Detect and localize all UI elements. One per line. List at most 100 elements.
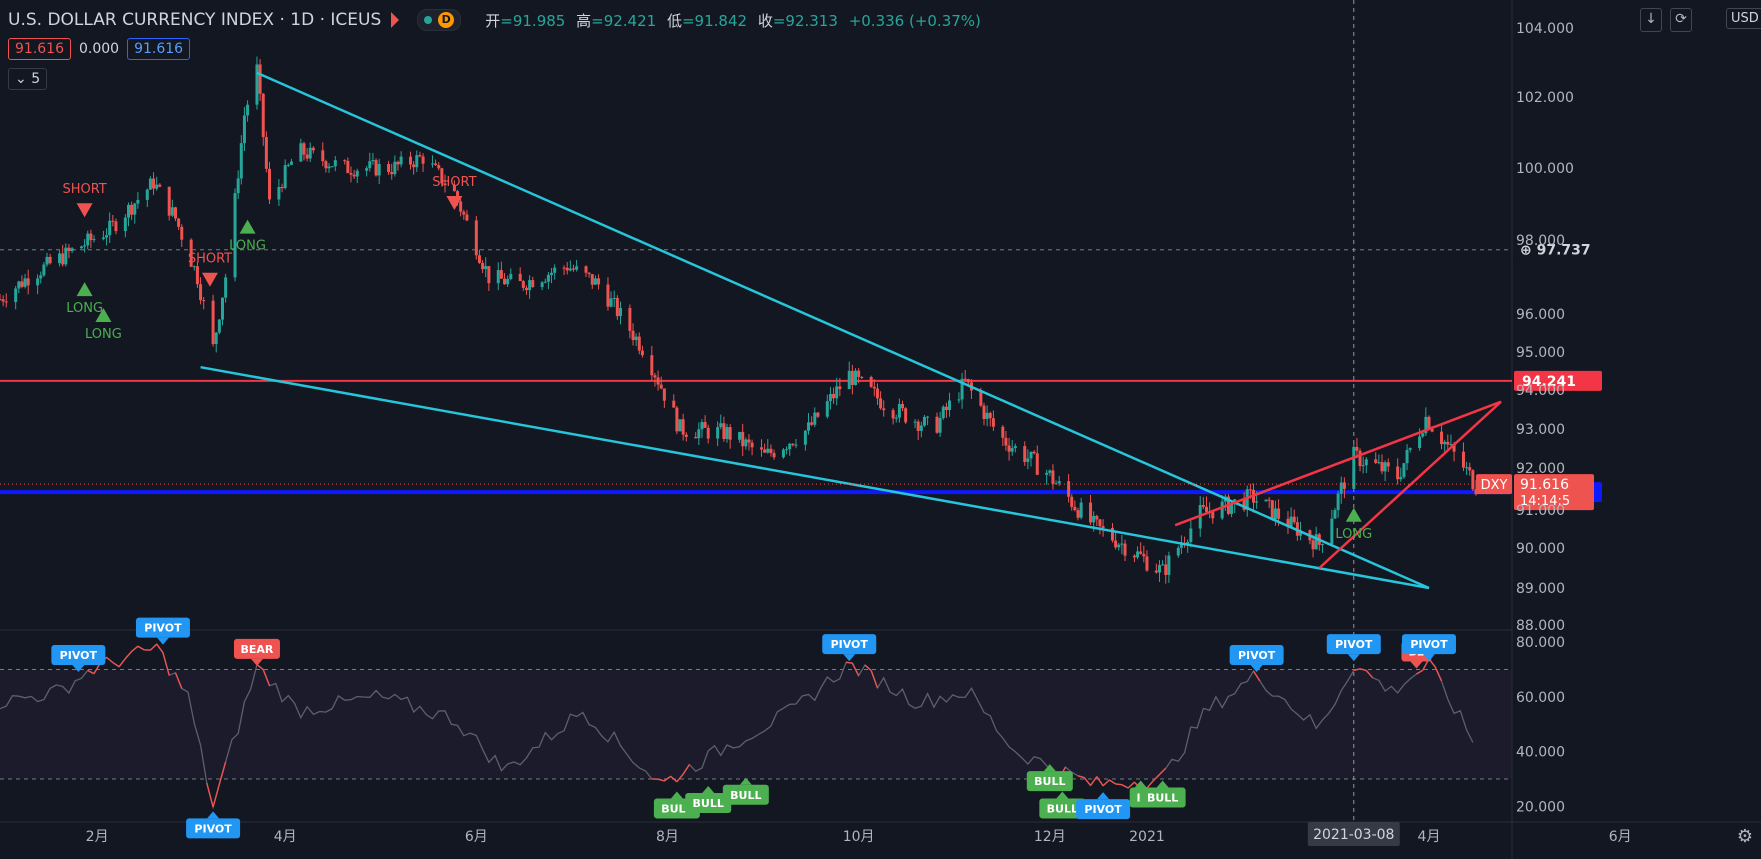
candle-body [255,64,259,105]
candle-body [487,266,491,284]
rsi-extreme-segment [1108,779,1116,785]
rsi-label-pointer [1410,661,1423,669]
candle-body [700,422,704,430]
long-signal-arrow [239,219,256,234]
candle-body [393,161,397,175]
candle-body [1443,441,1447,445]
rsi-label-box [1139,787,1186,808]
rsi-label-pointer [156,637,169,645]
trendline[interactable] [1318,400,1502,569]
candle-body [1358,450,1362,467]
gear-icon[interactable]: ⚙ [1737,826,1753,847]
candle-body [239,143,243,179]
candle-body [807,422,811,431]
indicators-collapse-button[interactable]: ⌄ 5 [8,68,48,90]
candle-body [897,404,901,418]
price-tick-label: 95.000 [1516,345,1565,361]
d-badge: D [438,12,455,28]
candle-body [565,267,569,271]
candle-body [1267,499,1271,501]
flag-icon[interactable] [391,12,400,28]
rsi-label-pointer [1422,654,1435,662]
high-label: 高 [576,11,592,30]
candle-body [1408,448,1412,450]
high-value: =92.421 [591,11,657,30]
candle-body [277,187,281,200]
candle-body [390,172,394,175]
candle-body [261,93,265,138]
candle-body [58,253,62,264]
short-signal-arrow [201,272,218,287]
symbol-title[interactable]: U.S. DOLLAR CURRENCY INDEX · 1D · ICEUS [8,10,382,30]
rsi-extreme-segment [1121,784,1129,789]
candle-body [653,375,657,378]
candle-body [1364,459,1368,466]
candle-body [1073,506,1077,511]
candle-body [584,266,588,273]
long-signal-arrow [76,282,93,297]
candle-body [418,155,422,157]
candle-body [474,220,478,256]
candle-body [1377,462,1381,464]
candle-body [1352,446,1356,489]
currency-button[interactable]: USD [1726,8,1761,29]
indicator-value-1: 91.616 [8,38,71,60]
rsi-extreme-segment [137,645,145,651]
candle-body [321,150,325,162]
time-tick-label: 6月 [465,829,488,845]
candle-body [26,278,30,286]
rsi-extreme-segment [676,773,684,783]
candle-body [412,164,416,168]
candle-body [528,280,532,291]
trendline[interactable] [200,365,1430,590]
price-tick-label: 104.000 [1516,21,1574,37]
candle-body [1342,482,1346,489]
candle-body [1032,451,1036,454]
price-tick-label: 92.000 [1516,461,1565,477]
dashed-level-tag [1516,239,1604,260]
candle-body [719,423,723,428]
candle-body [828,393,832,402]
candle-body [136,199,140,204]
candle-body [36,278,40,286]
candle-body [189,239,193,267]
candle-body [1,299,5,302]
candle-body [813,412,817,425]
short-signal-arrow [76,203,93,218]
candle-body [1189,528,1193,542]
rsi-extreme-segment [1434,666,1443,682]
candle-body [264,137,268,169]
rsi-label-pointer [1043,764,1056,772]
candle-body [111,220,115,222]
candle-body [1067,481,1071,497]
trendline[interactable] [256,71,1430,590]
candle-body [177,218,181,227]
time-tick-label: 4月 [1418,829,1441,845]
rsi-extreme-segment [262,669,271,686]
change-value: +0.336 (+0.37%) [848,11,981,30]
rsi-label-box [685,792,732,813]
market-status-pill[interactable]: D [417,9,462,31]
candle-body [289,161,293,165]
candle-body [14,288,18,303]
rsi-signal-bear: BEAR [233,638,280,666]
candle-body [1270,500,1274,520]
candle-body [650,355,654,376]
rsi-extreme-segment [206,782,214,808]
candle-body [396,161,400,165]
candle-body [913,421,917,423]
download-button[interactable]: ↓ [1640,8,1662,32]
reset-chart-button[interactable]: ⟳ [1670,8,1692,32]
candle-body [0,299,2,301]
rsi-extreme-segment [1077,775,1085,779]
rsi-label-pointer [207,811,220,819]
candle-body [1114,540,1118,548]
trendline[interactable] [1174,400,1502,527]
candle-body [1292,516,1296,523]
candle-body [738,431,742,440]
candle-body [1355,446,1359,451]
candle-body [1383,462,1387,472]
candle-body [440,168,444,184]
